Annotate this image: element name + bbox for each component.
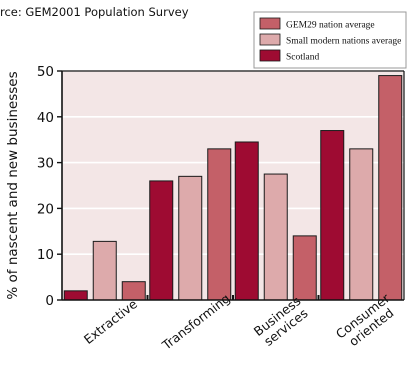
plot-area bbox=[62, 71, 404, 300]
category-label-line: Extractive bbox=[81, 296, 140, 347]
bar bbox=[320, 130, 345, 301]
bar bbox=[349, 148, 374, 301]
grid-lines bbox=[62, 70, 404, 255]
bar bbox=[178, 175, 203, 301]
source-note: rce: GEM2001 Population Survey bbox=[0, 5, 189, 19]
legend: GEM29 nation average Small modern nations… bbox=[253, 11, 407, 69]
bar bbox=[234, 141, 259, 301]
bar bbox=[207, 148, 232, 301]
y-tick-label: 30 bbox=[37, 156, 54, 172]
bar bbox=[263, 173, 288, 301]
y-tick-label: 10 bbox=[37, 247, 54, 263]
legend-swatch bbox=[259, 33, 281, 46]
bar bbox=[378, 75, 403, 301]
bar bbox=[292, 235, 317, 301]
bar bbox=[121, 281, 146, 301]
category-label: Extractive bbox=[81, 296, 140, 347]
bars bbox=[63, 75, 403, 301]
legend-label: Scotland bbox=[286, 53, 319, 63]
legend-label: GEM29 nation average bbox=[286, 21, 375, 31]
bar bbox=[149, 180, 174, 301]
y-axis-ticks: 0 10 20 30 40 50 bbox=[37, 64, 62, 309]
legend-swatch bbox=[259, 17, 281, 30]
legend-label: Small modern nations average bbox=[286, 37, 401, 47]
y-tick-label: 40 bbox=[37, 110, 54, 126]
bar bbox=[92, 240, 117, 301]
y-axis-label: % of nascent and new businesses bbox=[5, 71, 21, 299]
y-tick-label: 0 bbox=[45, 293, 54, 309]
y-tick-label: 50 bbox=[37, 64, 54, 80]
bar bbox=[63, 290, 88, 301]
axes bbox=[61, 70, 405, 301]
y-tick-label: 20 bbox=[37, 201, 54, 217]
legend-swatch bbox=[259, 49, 281, 62]
